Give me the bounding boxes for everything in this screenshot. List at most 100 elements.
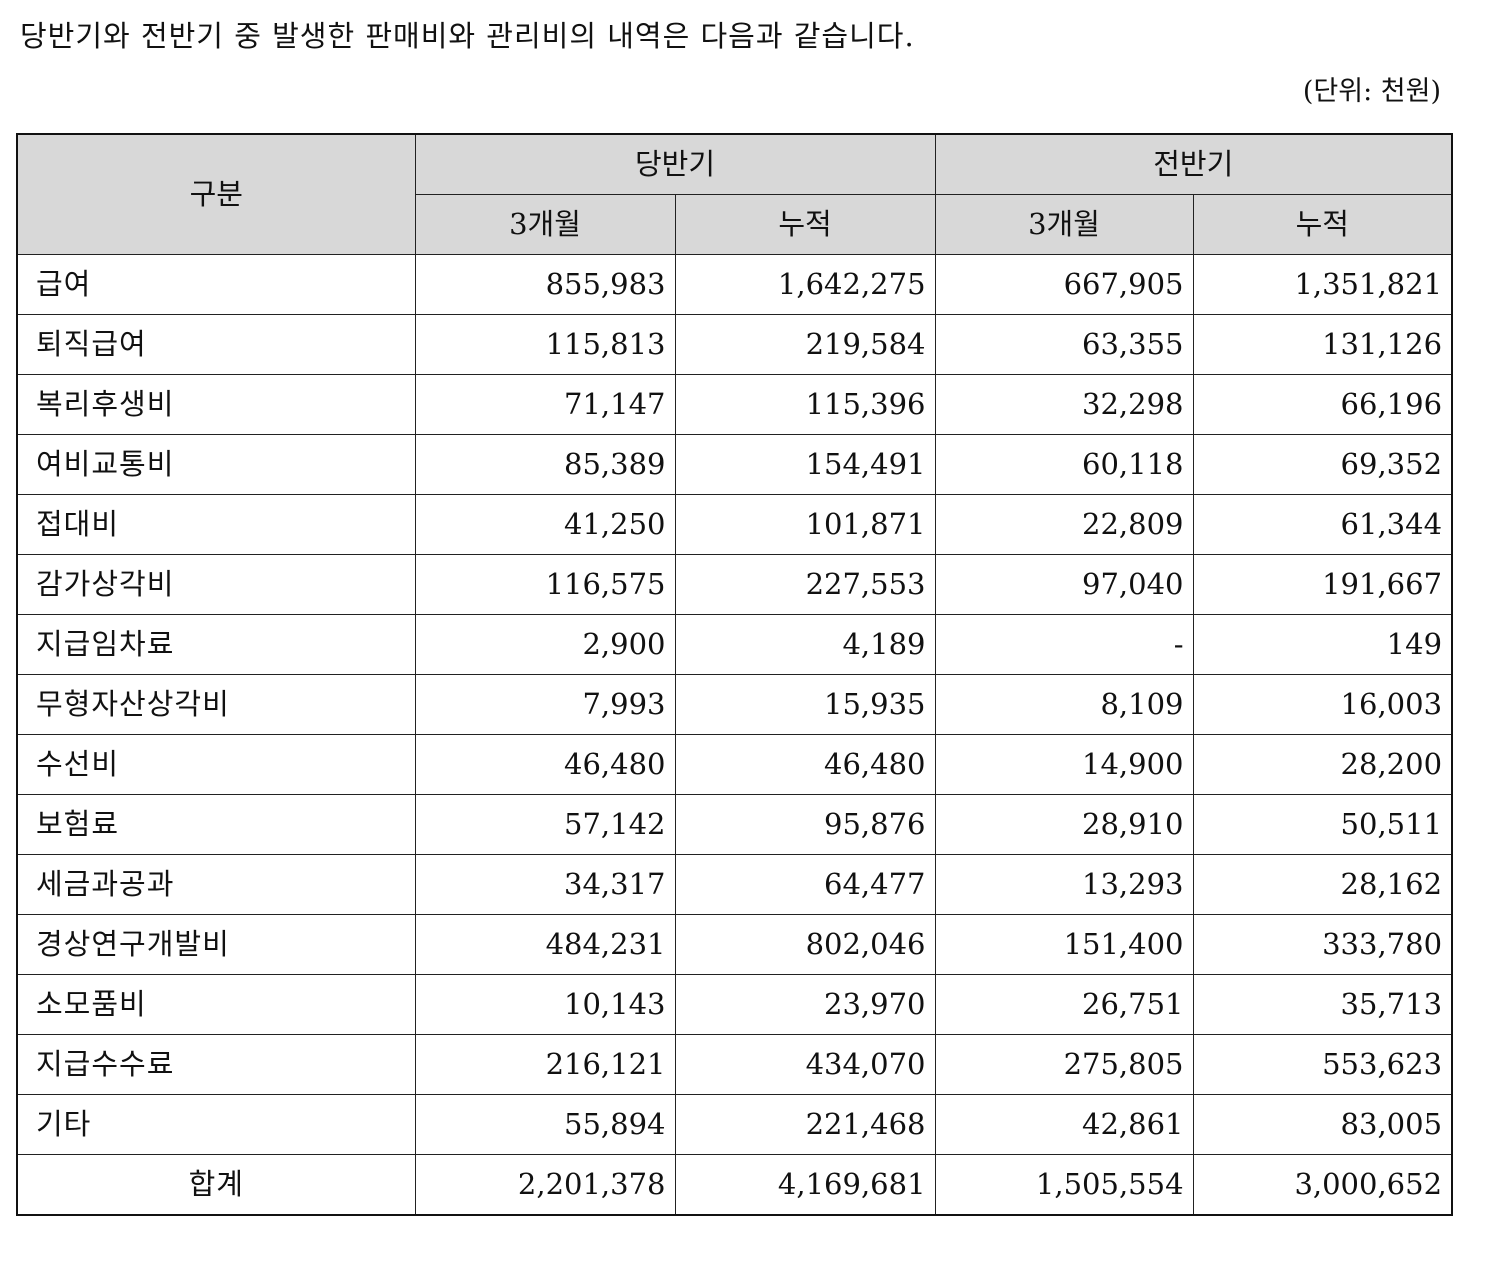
cell-current-three-months: 34,317: [414, 854, 676, 915]
row-label: 퇴직급여: [16, 314, 416, 375]
cell-current-three-months: 71,147: [414, 374, 676, 435]
total-previous-three-months: 1,505,554: [934, 1154, 1194, 1216]
cell-current-three-months: 85,389: [414, 434, 676, 495]
cell-previous-cumulative: 149: [1192, 614, 1453, 675]
cell-previous-cumulative: 69,352: [1192, 434, 1453, 495]
cell-previous-three-months: 28,910: [934, 794, 1194, 855]
table-row: 접대비 41,250 101,871 22,809 61,344: [16, 494, 1453, 555]
cell-current-three-months: 41,250: [414, 494, 676, 555]
row-label: 무형자산상각비: [16, 674, 416, 735]
row-label: 세금과공과: [16, 854, 416, 915]
header-current-three-months: 3개월: [414, 194, 676, 255]
row-label: 수선비: [16, 734, 416, 795]
cell-previous-three-months: 22,809: [934, 494, 1194, 555]
table-row: 복리후생비 71,147 115,396 32,298 66,196: [16, 374, 1453, 435]
row-label: 보험료: [16, 794, 416, 855]
table-body: 급여 855,983 1,642,275 667,905 1,351,821 퇴직급여 11…: [16, 254, 1453, 1216]
cell-previous-three-months: 97,040: [934, 554, 1194, 615]
cell-previous-three-months: 60,118: [934, 434, 1194, 495]
cell-previous-cumulative: 35,713: [1192, 974, 1453, 1035]
cell-previous-cumulative: 28,162: [1192, 854, 1453, 915]
cell-current-three-months: 116,575: [414, 554, 676, 615]
cell-current-three-months: 7,993: [414, 674, 676, 735]
cell-previous-three-months: 42,861: [934, 1094, 1194, 1155]
total-current-cumulative: 4,169,681: [674, 1154, 936, 1216]
total-previous-cumulative: 3,000,652: [1192, 1154, 1453, 1216]
row-label: 접대비: [16, 494, 416, 555]
cell-previous-three-months: 32,298: [934, 374, 1194, 435]
cell-previous-three-months: 275,805: [934, 1034, 1194, 1095]
row-label: 기타: [16, 1094, 416, 1155]
table-row: 기타 55,894 221,468 42,861 83,005: [16, 1094, 1453, 1155]
cell-current-cumulative: 221,468: [674, 1094, 936, 1155]
cell-current-cumulative: 101,871: [674, 494, 936, 555]
cell-previous-three-months: 151,400: [934, 914, 1194, 975]
table-row: 보험료 57,142 95,876 28,910 50,511: [16, 794, 1453, 855]
total-label: 합계: [16, 1154, 416, 1216]
table-row: 경상연구개발비 484,231 802,046 151,400 333,780: [16, 914, 1453, 975]
row-label: 여비교통비: [16, 434, 416, 495]
cell-current-cumulative: 227,553: [674, 554, 936, 615]
cell-current-three-months: 57,142: [414, 794, 676, 855]
cell-current-three-months: 855,983: [414, 254, 676, 315]
cell-current-cumulative: 4,189: [674, 614, 936, 675]
row-label: 지급임차료: [16, 614, 416, 675]
cell-current-cumulative: 95,876: [674, 794, 936, 855]
cell-current-three-months: 484,231: [414, 914, 676, 975]
cell-current-three-months: 10,143: [414, 974, 676, 1035]
cell-previous-three-months: 63,355: [934, 314, 1194, 375]
row-label: 경상연구개발비: [16, 914, 416, 975]
unit-label: (단위: 천원): [1302, 76, 1441, 107]
cell-current-cumulative: 46,480: [674, 734, 936, 795]
header-category: 구분: [16, 133, 416, 255]
cell-previous-cumulative: 191,667: [1192, 554, 1453, 615]
header-current-cumulative: 누적: [674, 194, 936, 255]
cell-current-cumulative: 434,070: [674, 1034, 936, 1095]
cell-current-three-months: 216,121: [414, 1034, 676, 1095]
cell-current-cumulative: 219,584: [674, 314, 936, 375]
table-row: 무형자산상각비 7,993 15,935 8,109 16,003: [16, 674, 1453, 735]
total-current-three-months: 2,201,378: [414, 1154, 676, 1216]
table-row: 여비교통비 85,389 154,491 60,118 69,352: [16, 434, 1453, 495]
header-current-period: 당반기: [414, 133, 936, 195]
cell-current-cumulative: 64,477: [674, 854, 936, 915]
cell-previous-three-months: 26,751: [934, 974, 1194, 1035]
header-previous-cumulative: 누적: [1192, 194, 1453, 255]
row-label: 소모품비: [16, 974, 416, 1035]
total-row: 합계 2,201,378 4,169,681 1,505,554 3,000,652: [16, 1154, 1453, 1216]
cell-previous-cumulative: 50,511: [1192, 794, 1453, 855]
cell-current-cumulative: 1,642,275: [674, 254, 936, 315]
sga-expense-table: 구분 당반기 전반기 3개월 누적 3개월 누적 급여 855,983 1,642,…: [16, 133, 1454, 1216]
cell-previous-cumulative: 553,623: [1192, 1034, 1453, 1095]
cell-current-three-months: 115,813: [414, 314, 676, 375]
table-row: 수선비 46,480 46,480 14,900 28,200: [16, 734, 1453, 795]
row-label: 복리후생비: [16, 374, 416, 435]
table-row: 퇴직급여 115,813 219,584 63,355 131,126: [16, 314, 1453, 375]
intro-text: 당반기와 전반기 중 발생한 판매비와 관리비의 내역은 다음과 같습니다.: [20, 19, 915, 53]
cell-previous-three-months: 667,905: [934, 254, 1194, 315]
row-label: 지급수수료: [16, 1034, 416, 1095]
cell-current-cumulative: 154,491: [674, 434, 936, 495]
cell-previous-three-months: -: [934, 614, 1194, 675]
cell-previous-three-months: 14,900: [934, 734, 1194, 795]
row-label: 감가상각비: [16, 554, 416, 615]
table-row: 지급임차료 2,900 4,189-149: [16, 614, 1453, 675]
table-row: 소모품비 10,143 23,970 26,751 35,713: [16, 974, 1453, 1035]
header-previous-three-months: 3개월: [934, 194, 1194, 255]
cell-current-three-months: 55,894: [414, 1094, 676, 1155]
cell-previous-cumulative: 16,003: [1192, 674, 1453, 735]
header-previous-period: 전반기: [934, 133, 1453, 195]
cell-previous-cumulative: 131,126: [1192, 314, 1453, 375]
cell-previous-three-months: 13,293: [934, 854, 1194, 915]
cell-previous-cumulative: 1,351,821: [1192, 254, 1453, 315]
cell-current-three-months: 46,480: [414, 734, 676, 795]
cell-current-cumulative: 802,046: [674, 914, 936, 975]
cell-current-three-months: 2,900: [414, 614, 676, 675]
cell-previous-cumulative: 28,200: [1192, 734, 1453, 795]
row-label: 급여: [16, 254, 416, 315]
cell-current-cumulative: 115,396: [674, 374, 936, 435]
cell-previous-cumulative: 83,005: [1192, 1094, 1453, 1155]
cell-previous-cumulative: 333,780: [1192, 914, 1453, 975]
table-row: 급여 855,983 1,642,275 667,905 1,351,821: [16, 254, 1453, 315]
table-row: 지급수수료 216,121 434,070 275,805 553,623: [16, 1034, 1453, 1095]
